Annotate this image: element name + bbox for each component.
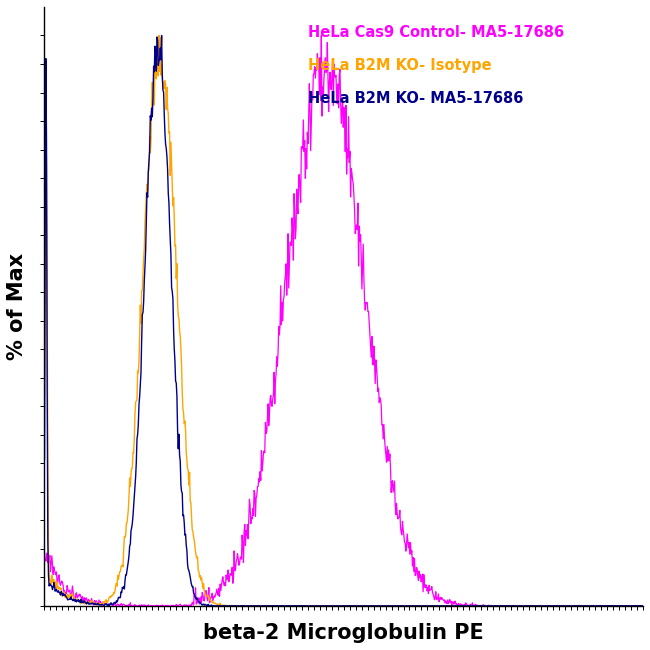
X-axis label: beta-2 Microglobulin PE: beta-2 Microglobulin PE: [203, 623, 484, 643]
Text: HeLa B2M KO- Isotype: HeLa B2M KO- Isotype: [307, 58, 491, 73]
Text: HeLa Cas9 Control- MA5-17686: HeLa Cas9 Control- MA5-17686: [307, 25, 564, 40]
Y-axis label: % of Max: % of Max: [7, 253, 27, 360]
Text: HeLa B2M KO- MA5-17686: HeLa B2M KO- MA5-17686: [307, 91, 523, 106]
